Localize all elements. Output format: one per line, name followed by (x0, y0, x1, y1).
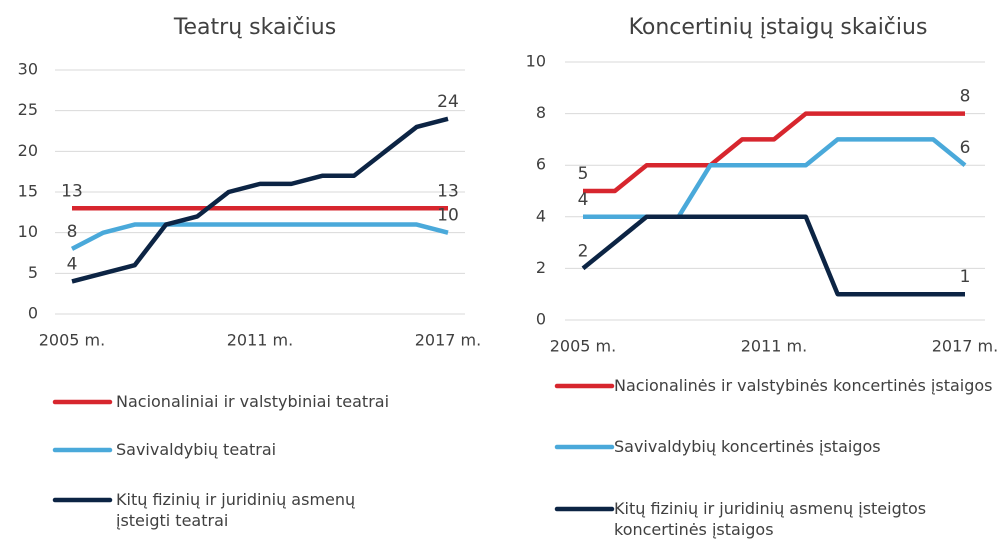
y-tick-label: 15 (18, 182, 38, 201)
y-tick-label: 25 (18, 100, 38, 119)
x-tick-label: 2005 m. (39, 331, 105, 350)
data-label: 8 (67, 222, 78, 242)
data-label: 4 (67, 254, 78, 274)
y-tick-label: 10 (18, 222, 38, 241)
data-label: 6 (960, 138, 971, 158)
series-line (581, 214, 965, 297)
y-tick-label: 0 (536, 310, 546, 329)
data-label: 4 (578, 190, 589, 210)
data-label: 5 (578, 164, 589, 184)
y-tick-label: 0 (28, 304, 38, 323)
legend-label: Savivaldybių teatrai (116, 440, 277, 459)
series-line (583, 137, 967, 220)
chart-title: Koncertinių įstaigų skaičius (629, 15, 928, 40)
y-tick-label: 4 (536, 206, 546, 225)
y-tick-label: 8 (536, 103, 546, 122)
data-label: 10 (437, 206, 459, 226)
legend-label: Kitų fizinių ir juridinių asmenų įsteigt… (614, 499, 927, 539)
legend-label: Nacionaliniai ir valstybiniai teatrai (116, 392, 390, 411)
y-tick-label: 2 (536, 258, 546, 277)
y-tick-label: 10 (526, 52, 546, 71)
legend-label: Savivaldybių koncertinės įstaigos (614, 437, 881, 456)
y-tick-label: 5 (28, 263, 38, 282)
y-tick-label: 20 (18, 141, 38, 160)
x-tick-label: 2011 m. (227, 331, 293, 350)
chart-title: Teatrų skaičius (173, 15, 336, 40)
series-line (71, 116, 449, 284)
legend-label: Kitų fizinių ir juridinių asmenų įsteigt… (116, 490, 356, 530)
data-label: 13 (61, 181, 83, 201)
x-tick-label: 2017 m. (415, 331, 481, 350)
data-label: 1 (960, 267, 971, 287)
y-tick-label: 30 (18, 60, 38, 79)
data-label: 2 (578, 241, 589, 261)
x-tick-label: 2011 m. (741, 337, 807, 356)
series-line (70, 222, 449, 251)
x-tick-label: 2005 m. (550, 337, 616, 356)
y-tick-label: 6 (536, 155, 546, 174)
legend-label: Nacionalinės ir valstybinės koncertinės … (614, 376, 993, 395)
data-label: 8 (960, 87, 971, 107)
x-tick-label: 2017 m. (932, 337, 998, 356)
data-label: 13 (437, 181, 459, 201)
series-line (583, 111, 965, 194)
data-label: 24 (437, 92, 459, 112)
